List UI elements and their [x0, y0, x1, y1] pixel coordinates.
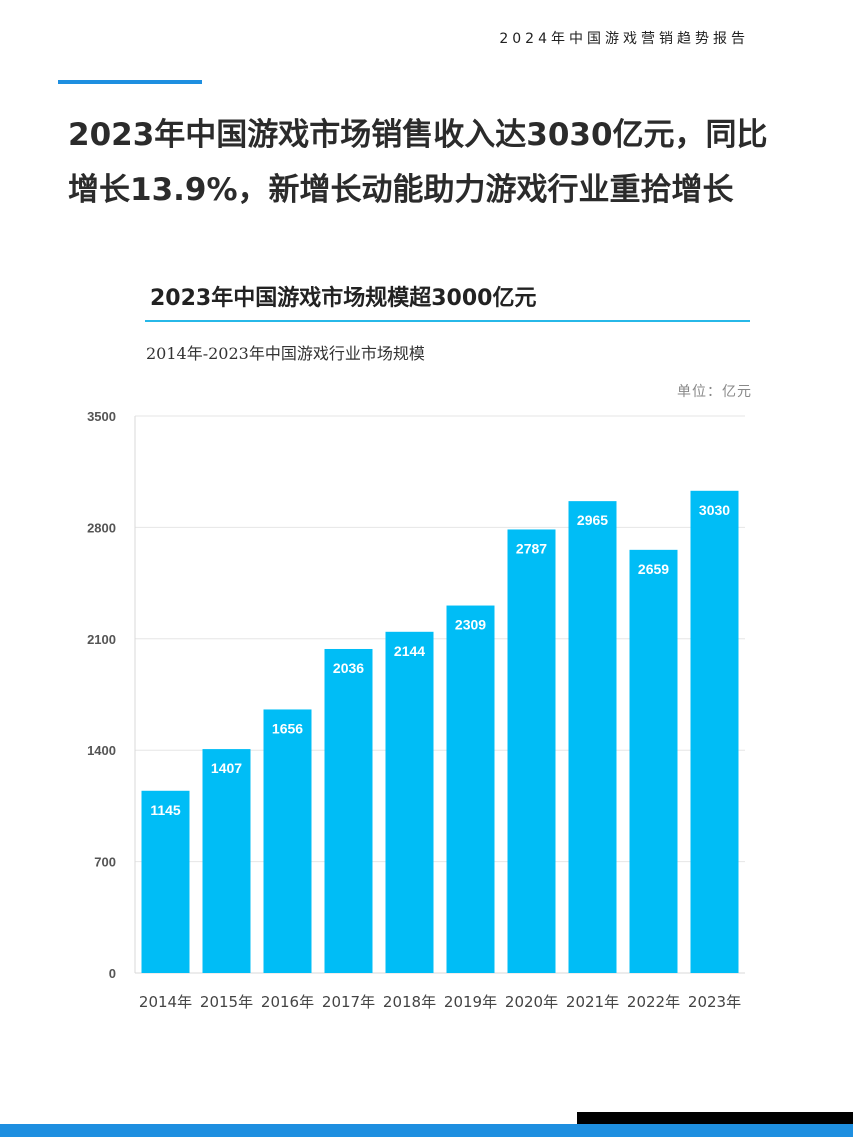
footer-blue-bar — [0, 1124, 853, 1137]
chart-title-rule — [145, 320, 750, 322]
bar — [568, 501, 617, 973]
chart-subtitle: 2014年-2023年中国游戏行业市场规模 — [146, 344, 425, 363]
x-tick-label: 2019年 — [444, 993, 497, 1011]
bar — [324, 648, 373, 973]
bar-data-label: 1407 — [211, 760, 242, 776]
x-tick-label: 2017年 — [322, 993, 375, 1011]
chart-unit-label: 单位：亿元 — [677, 384, 752, 400]
x-tick-label: 2022年 — [627, 993, 680, 1011]
y-tick-label: 2800 — [87, 520, 116, 535]
bar — [385, 631, 434, 973]
bar — [629, 549, 678, 973]
bar-data-label: 2144 — [394, 643, 425, 659]
x-tick-label: 2020年 — [505, 993, 558, 1011]
bar — [690, 490, 739, 973]
bar-data-label: 1145 — [150, 802, 181, 818]
report-title: 2024年中国游戏营销趋势报告 — [499, 31, 749, 47]
x-tick-label: 2023年 — [688, 993, 741, 1011]
bar-data-label: 2965 — [577, 512, 608, 528]
x-tick-label: 2015年 — [200, 993, 253, 1011]
accent-bar — [58, 80, 202, 84]
y-tick-label: 0 — [109, 966, 116, 981]
bar-data-label: 2036 — [333, 660, 364, 676]
bar-data-label: 1656 — [272, 720, 303, 736]
x-tick-label: 2016年 — [261, 993, 314, 1011]
bar — [446, 605, 495, 973]
headline-line-2: 增长13.9%，新增长动能助力游戏行业重拾增长 — [68, 172, 734, 208]
x-tick-label: 2018年 — [383, 993, 436, 1011]
bar — [263, 709, 312, 973]
y-tick-label: 1400 — [87, 743, 116, 758]
bar — [507, 529, 556, 973]
bar-data-label: 2787 — [516, 540, 547, 556]
y-tick-label: 2100 — [87, 632, 116, 647]
footer-black-bar — [577, 1112, 853, 1124]
y-tick-label: 3500 — [87, 409, 116, 424]
bar — [141, 790, 190, 973]
bar-data-label: 2309 — [455, 617, 486, 633]
bar — [202, 749, 251, 973]
x-tick-label: 2021年 — [566, 993, 619, 1011]
headline-line-1: 2023年中国游戏市场销售收入达3030亿元，同比 — [68, 117, 768, 153]
bar-data-label: 3030 — [699, 502, 730, 518]
x-tick-label: 2014年 — [139, 993, 192, 1011]
headline: 2023年中国游戏市场销售收入达3030亿元，同比 增长13.9%，新增长动能助… — [68, 108, 808, 218]
bar-data-label: 2659 — [638, 561, 669, 577]
chart-title: 2023年中国游戏市场规模超3000亿元 — [150, 286, 537, 311]
y-tick-label: 700 — [94, 855, 116, 870]
